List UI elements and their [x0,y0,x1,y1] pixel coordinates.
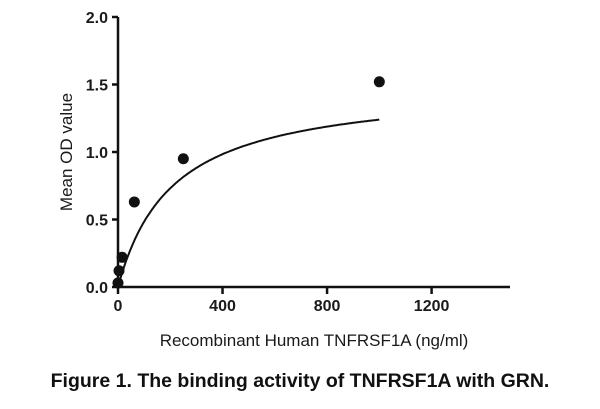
data-point [128,196,140,208]
figure-caption: Figure 1. The binding activity of TNFRSF… [50,370,550,392]
y-tick-label: 1.0 [86,145,108,162]
x-tick-label: 1200 [414,298,450,315]
binding-chart: 0.0 0.5 1.0 1.5 2.0 0 400 800 1200 Mean OD valu… [57,10,510,350]
data-point [177,153,189,165]
y-tick-label: 0.0 [86,280,108,297]
y-tick-label: 2.0 [86,10,108,27]
x-tick-label: 400 [209,298,236,315]
data-point [112,277,124,289]
x-tick-label: 0 [114,298,123,315]
data-point [116,251,128,263]
y-tick-label: 1.5 [86,78,108,95]
data-point [373,76,385,88]
x-axis-label: Recombinant Human TNFRSF1A (ng/ml) [160,331,469,350]
data-points [112,76,385,289]
x-tick-label: 800 [314,298,341,315]
fit-curve [117,118,380,288]
y-axis-label: Mean OD value [57,93,76,211]
x-axis: 0 400 800 1200 [114,285,510,315]
data-point [113,265,125,277]
y-axis: 0.0 0.5 1.0 1.5 2.0 [86,10,120,297]
y-tick-label: 0.5 [86,213,108,230]
